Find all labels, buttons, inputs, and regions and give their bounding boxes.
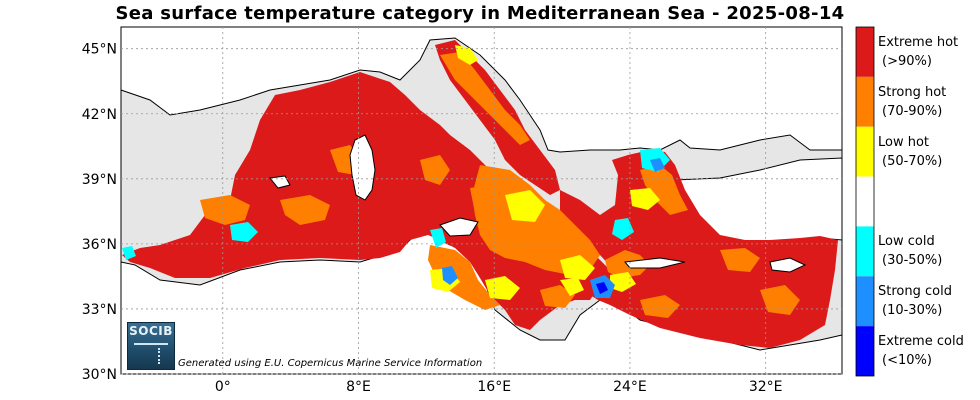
- legend-category: Extreme hot (>90%): [878, 33, 958, 71]
- lat-tick-label: 33°N: [82, 302, 117, 318]
- legend-category-range: (70-90%): [882, 103, 943, 119]
- legend-swatch: [856, 126, 874, 177]
- cyprus: [769, 257, 807, 273]
- logo-bar: [134, 343, 168, 345]
- lon-tick-label: 0°: [215, 379, 231, 395]
- legend-category-name: Extreme cold: [878, 334, 964, 350]
- legend-colorbar: [855, 26, 875, 377]
- corsica-sardinia: [349, 134, 376, 201]
- legend-category-name: Strong hot: [878, 84, 947, 100]
- cold-regions: [122, 148, 670, 298]
- land-europe-north: [120, 26, 843, 153]
- logo-dots: [158, 348, 162, 364]
- islands: [269, 134, 807, 273]
- legend-swatch: [856, 326, 874, 376]
- axis-tick-labels: 0° 8°E 16°E 24°E 32°E 45°N 42°N 39°N 36°N 33°N 30°…: [82, 42, 783, 395]
- legend-category-range: (>90%): [882, 54, 932, 69]
- low-hot-regions: [430, 45, 660, 300]
- lat-tick-label: 45°N: [82, 42, 117, 58]
- lat-tick-label: 36°N: [82, 237, 117, 253]
- legend-category-name: Low hot: [878, 134, 930, 150]
- graticule: [121, 27, 842, 375]
- legend-category-range: (50-70%): [882, 153, 943, 169]
- balearics: [269, 175, 291, 189]
- lon-tick-label: 8°E: [346, 379, 371, 395]
- sea-west-basin: [122, 72, 610, 330]
- legend-category: Low hot (50-70%): [878, 133, 942, 171]
- lat-tick-label: 42°N: [82, 107, 117, 123]
- lon-tick-label: 32°E: [749, 379, 783, 395]
- legend-category-name: Extreme hot: [878, 35, 959, 50]
- legend-category-name: Low cold: [878, 234, 935, 250]
- legend-category-range: (<10%): [882, 353, 932, 369]
- legend-swatch: [856, 226, 874, 277]
- legend-category: Strong hot (70-90%): [878, 83, 946, 121]
- lon-tick-label: 16°E: [477, 379, 511, 395]
- sicily: [439, 217, 479, 237]
- legend-swatch: [856, 76, 874, 127]
- crete: [624, 257, 686, 269]
- legend-category-name: Strong cold: [878, 284, 952, 300]
- legend-category: Low cold (30-50%): [878, 232, 942, 270]
- map-title: Sea surface temperature category in Medi…: [115, 3, 845, 24]
- legend-frame: [855, 26, 875, 377]
- legend-swatch: [856, 276, 874, 327]
- lat-tick-label: 39°N: [82, 172, 117, 188]
- legend-swatch: [856, 176, 874, 227]
- legend-swatch: [856, 27, 874, 77]
- legend-category-range: (30-50%): [882, 253, 943, 269]
- lat-tick-label: 30°N: [82, 367, 117, 383]
- logo-text: SOCIB: [129, 324, 173, 338]
- legend-category-range: (10-30%): [882, 303, 943, 319]
- legend-category: Extreme cold (<10%): [878, 332, 964, 370]
- lon-tick-label: 24°E: [613, 379, 647, 395]
- socib-logo: SOCIB: [127, 322, 175, 370]
- credit-text: Generated using E.U. Copernicus Marine S…: [178, 358, 483, 369]
- legend-category: Strong cold (10-30%): [878, 282, 952, 320]
